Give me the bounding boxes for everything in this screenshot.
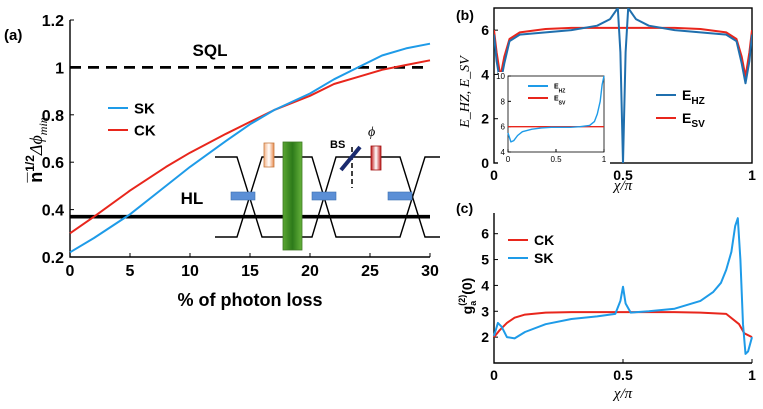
- a-ytick-label-1.2: 1.2: [42, 13, 64, 30]
- c-xlabel: χ/π: [612, 386, 633, 402]
- c-xtick-label-1: 1: [748, 367, 756, 383]
- c-ylabel-sub: a: [468, 300, 478, 306]
- phase-element-orange: [263, 142, 275, 168]
- inset-legend-ehz-label-sub: HZ: [559, 88, 566, 94]
- b-ytick-label-6: 6: [481, 22, 489, 38]
- c-ytick-label-4: 4: [481, 277, 489, 293]
- inset-xtick-label-1: 1: [602, 155, 607, 164]
- inset-ehz-curve: [507, 75, 605, 143]
- a-xtick-label-10: 10: [181, 263, 199, 280]
- c-ylabel-sup: (2): [457, 295, 467, 306]
- beam-splitter-3: [387, 191, 413, 201]
- a-xtick-label-5: 5: [126, 263, 135, 280]
- a-xtick-label-15: 15: [241, 263, 259, 280]
- svg-text:n̅1/2Δϕmin: n̅1/2Δϕmin: [23, 117, 50, 183]
- b-legend-ehz-label: EHZ: [682, 87, 705, 107]
- inset-background: [498, 72, 610, 167]
- a-legend-sk-label: SK: [134, 100, 155, 117]
- a-legend-ck-label: CK: [134, 122, 156, 139]
- b-legend-ehz-label-sub: HZ: [691, 96, 704, 107]
- b-xlabel: χ/π: [612, 178, 633, 194]
- tilted-beam-splitter: [339, 145, 362, 172]
- inset-legend-esv-label: ESV: [554, 95, 566, 106]
- a-ytick-label-0.8: 0.8: [42, 108, 64, 125]
- inset-ytick-label-6: 6: [501, 123, 506, 132]
- a-xtick-label-30: 30: [421, 263, 439, 280]
- c-xtick-label-0.5: 0.5: [613, 367, 633, 383]
- sql-label: SQL: [193, 41, 228, 60]
- b-legend-esv-label: ESV: [682, 110, 705, 130]
- a-axes: [69, 20, 430, 258]
- a-xtick-label-0: 0: [66, 263, 75, 280]
- panel-a-label: (a): [4, 27, 22, 44]
- panel-b-label: (b): [456, 7, 474, 23]
- inset-xtick-label-0.5: 0.5: [550, 155, 562, 164]
- panel-c-plot: 0 0.5 1 2 3 4 5 6 ga(2)(0) χ/π CK SK: [457, 213, 756, 402]
- a-xlabel: % of photon loss: [178, 290, 323, 310]
- b-ylabel: E_HZ, E_SV: [458, 55, 473, 129]
- phase-shifter-red: [370, 145, 382, 171]
- panel-a-ylabel: n̅1/2Δϕmin: [23, 117, 50, 183]
- bs-label: BS: [330, 139, 345, 151]
- ylabel-delta-phi: Δϕ: [26, 135, 46, 156]
- sk-curve: [69, 42, 431, 254]
- c-ytick-label-5: 5: [481, 252, 489, 268]
- inset-legend-ehz-label: EHZ: [554, 83, 565, 94]
- a-ytick-label-0.2: 0.2: [42, 250, 64, 267]
- b-esv-curve: [494, 26, 752, 78]
- b-ehz-curve: [494, 8, 752, 163]
- inset-xtick-label-0: 0: [506, 155, 511, 164]
- kerr-medium: [282, 141, 303, 251]
- c-ytick-label-2: 2: [481, 329, 489, 345]
- c-legend-sk-label: SK: [534, 250, 553, 266]
- ylabel-sup: 1/2: [23, 155, 37, 172]
- panel-a-plot: 0 5 10 15 20 25 30 0.2 0.4 0.6 0.8 1 1.2 % of photon …: [42, 13, 439, 310]
- beam-splitter-2: [311, 191, 337, 201]
- ylabel-sub: min: [36, 117, 50, 135]
- b-xtick-label-1: 1: [748, 167, 756, 183]
- panel-c-label: (c): [456, 200, 473, 216]
- inset-legend-esv-label-sub: SV: [559, 100, 566, 106]
- b-ytick-label-2: 2: [481, 111, 489, 127]
- inset-ytick-label-8: 8: [501, 97, 506, 106]
- c-legend-ck-label: CK: [534, 232, 554, 248]
- phi-label: ϕ: [368, 125, 375, 140]
- b-xtick-label-0: 0: [490, 167, 498, 183]
- b-ytick-label-4: 4: [481, 66, 489, 82]
- hl-label: HL: [181, 189, 204, 208]
- ck-curve: [69, 59, 431, 235]
- inset-ytick-label-4: 4: [501, 148, 506, 157]
- panel-c: (c) 0 0.5 1 2 3 4 5 6 ga(2)(0) χ/π CK SK: [456, 200, 756, 402]
- path-lower-right: [386, 156, 440, 238]
- c-ytick-label-6: 6: [481, 226, 489, 242]
- ylabel-n: n̅: [26, 171, 46, 183]
- b-ytick-label-0: 0: [481, 155, 489, 171]
- b-xtick-label-0.5: 0.5: [613, 167, 633, 183]
- c-ytick-label-3: 3: [481, 303, 489, 319]
- inset-ytick-label-10: 10: [496, 72, 505, 81]
- a-ytick-label-0.6: 0.6: [42, 155, 64, 172]
- a-xtick-label-25: 25: [361, 263, 379, 280]
- c-ylabel-tail: (0): [459, 278, 475, 295]
- b-legend-esv-label-sub: SV: [691, 119, 705, 130]
- interferometer-schematic: BS ϕ: [215, 125, 440, 251]
- a-xtick-label-20: 20: [301, 263, 319, 280]
- c-ylabel: ga(2)(0): [457, 278, 478, 315]
- panel-a: (a) 0 5 10 15 20 25 30 0.2 0.4 0.6 0.8 1 1.2 % of pho…: [4, 13, 440, 310]
- a-ytick-label-1: 1: [55, 60, 64, 77]
- c-xtick-label-0: 0: [490, 367, 498, 383]
- a-ytick-label-0.4: 0.4: [42, 203, 64, 220]
- c-sk-curve: [493, 217, 753, 355]
- c-ck-curve: [493, 311, 753, 338]
- beam-splitter-1: [230, 191, 256, 201]
